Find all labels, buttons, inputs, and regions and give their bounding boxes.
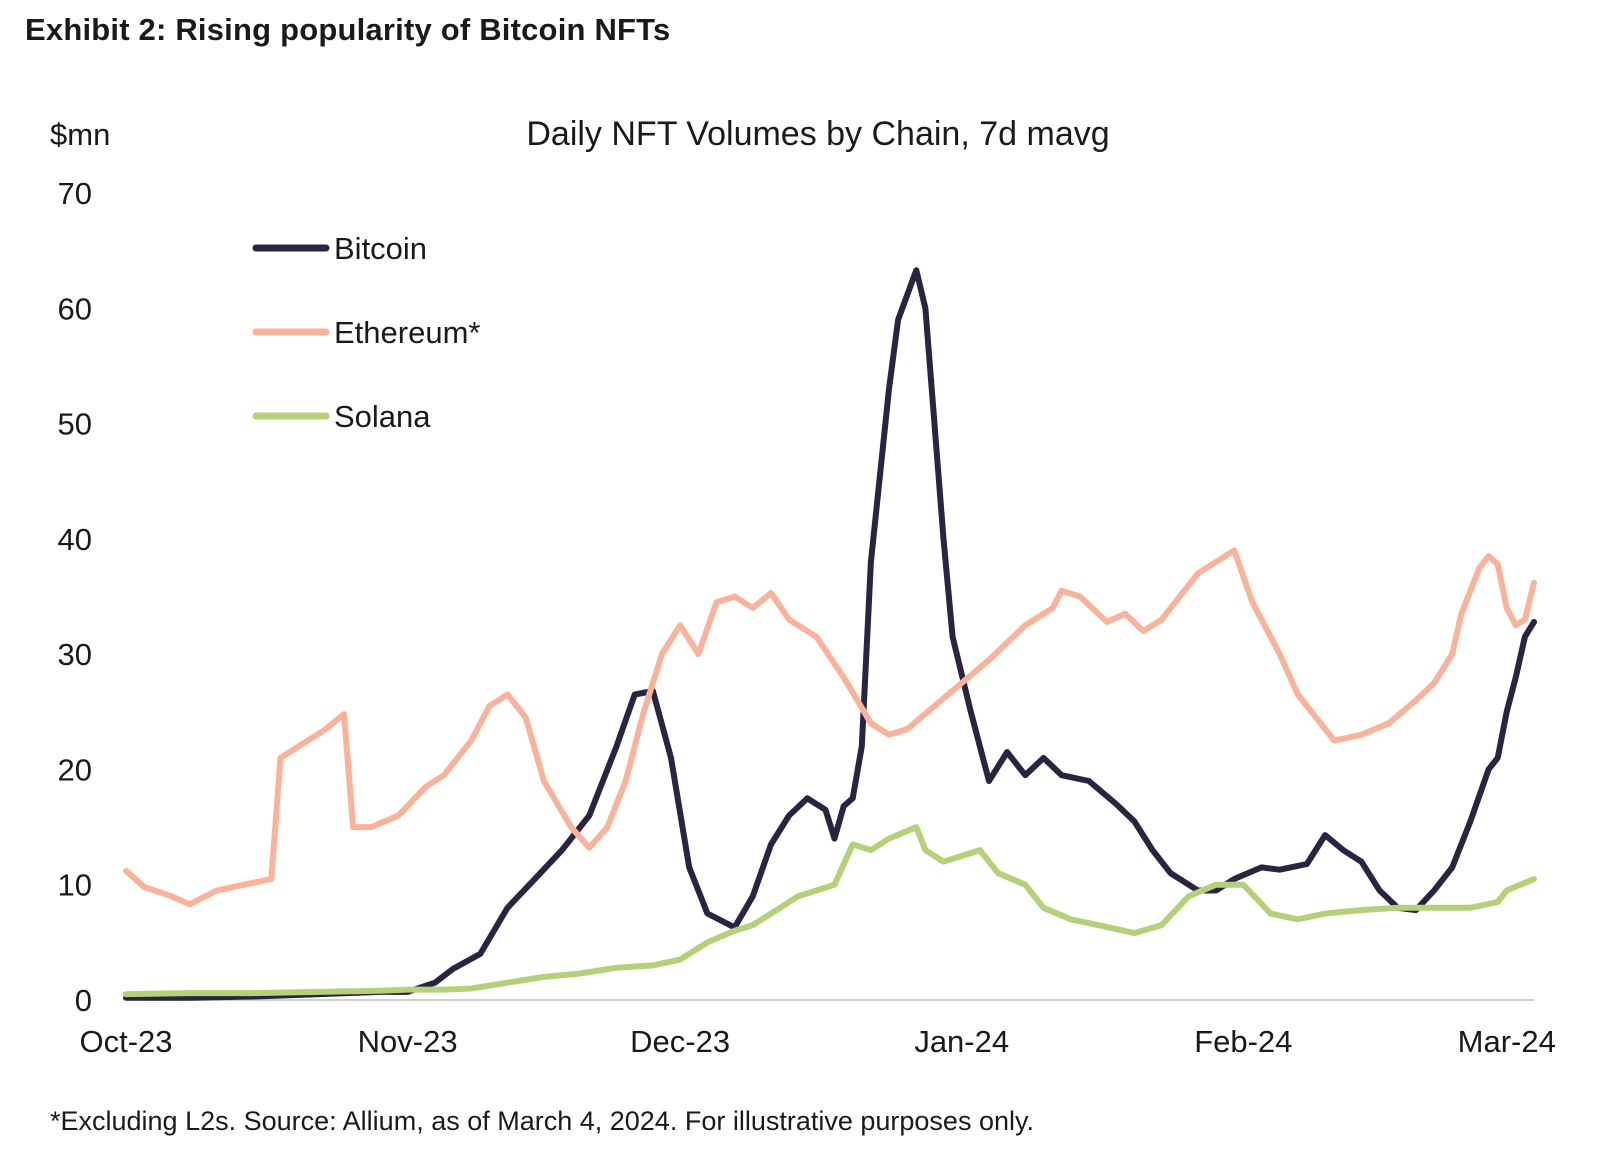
exhibit-title: Exhibit 2: Rising popularity of Bitcoin … bbox=[25, 12, 671, 47]
y-tick-label: 30 bbox=[58, 637, 92, 672]
chart: $mn Daily NFT Volumes by Chain, 7d mavg … bbox=[50, 115, 1556, 1059]
footnote: *Excluding L2s. Source: Allium, as of Ma… bbox=[50, 1106, 1034, 1136]
y-tick-label: 20 bbox=[58, 752, 92, 787]
y-axis: 0 10 20 30 40 50 60 70 bbox=[58, 176, 92, 1018]
y-axis-unit-label: $mn bbox=[50, 117, 110, 152]
y-tick-label: 10 bbox=[58, 868, 92, 903]
legend-label: Ethereum* bbox=[334, 315, 480, 350]
y-tick-label: 60 bbox=[58, 291, 92, 326]
legend-label: Solana bbox=[334, 399, 431, 434]
legend-label: Bitcoin bbox=[334, 231, 427, 266]
x-tick-label: Oct-23 bbox=[79, 1024, 172, 1059]
x-tick-label: Jan-24 bbox=[914, 1024, 1009, 1059]
x-tick-label: Nov-23 bbox=[358, 1024, 458, 1059]
y-tick-label: 50 bbox=[58, 407, 92, 442]
series-line-ethereum bbox=[123, 547, 1537, 908]
x-axis: Oct-23 Nov-23 Dec-23 Jan-24 Feb-24 Mar-24 bbox=[79, 1024, 1555, 1059]
series-line-solana bbox=[123, 824, 1537, 998]
legend: Bitcoin Ethereum* Solana bbox=[252, 231, 480, 434]
y-tick-label: 40 bbox=[58, 522, 92, 557]
chart-title: Daily NFT Volumes by Chain, 7d mavg bbox=[526, 115, 1109, 153]
y-tick-label: 0 bbox=[75, 983, 92, 1018]
series-line-bitcoin bbox=[123, 267, 1537, 1001]
x-tick-label: Feb-24 bbox=[1194, 1024, 1292, 1059]
x-tick-label: Mar-24 bbox=[1458, 1024, 1556, 1059]
series-lines bbox=[123, 267, 1537, 1001]
x-tick-label: Dec-23 bbox=[630, 1024, 730, 1059]
y-tick-label: 70 bbox=[58, 176, 92, 211]
